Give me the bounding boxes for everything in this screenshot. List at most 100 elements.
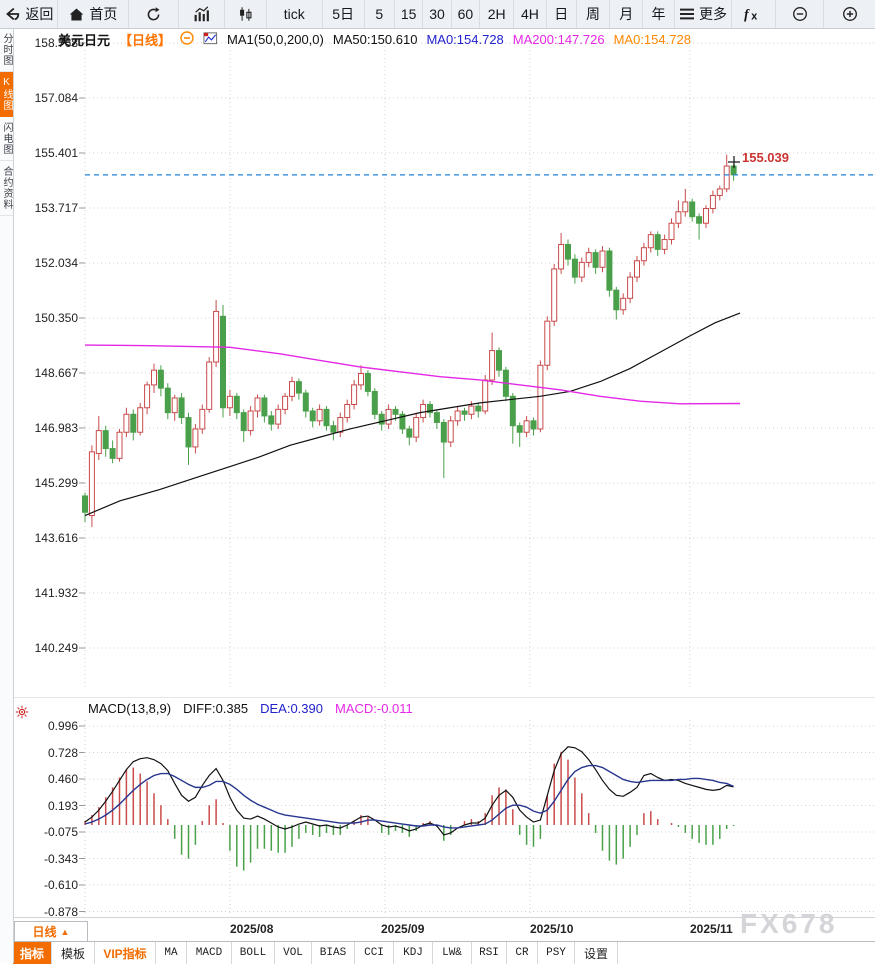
tab-boll[interactable]: BOLL <box>232 942 275 964</box>
macd-axis-label: 0.460 <box>47 772 78 786</box>
zoom-in-button[interactable] <box>824 0 875 28</box>
tab-settings[interactable]: 设置 <box>575 942 618 964</box>
toolbar-item-label: 60 <box>457 6 474 22</box>
macd-dea-value: DEA:0.390 <box>260 701 323 716</box>
indicator-tabbar: 指标 模板 VIP指标 MA MACD BOLL VOL BIAS CCI KDJ LW& RSI CR… <box>13 941 875 964</box>
bar-chart-button[interactable] <box>179 0 225 28</box>
period-selector-label: 日线 <box>32 925 57 939</box>
fx678-watermark: FX678 <box>740 908 838 939</box>
macd-axis-label: 0.728 <box>47 745 78 760</box>
interval-60m-button[interactable]: 60 <box>452 0 481 28</box>
more-button[interactable]: 更多 <box>675 0 733 28</box>
interval-year-button[interactable]: 年 <box>643 0 675 28</box>
sidebar-item-kline-chart[interactable]: K线图 <box>0 72 13 117</box>
period-selector[interactable]: 日线 ▲ <box>14 921 88 942</box>
price-axis-label: 153.717 <box>34 201 78 215</box>
menu-icon <box>679 7 695 21</box>
macd-hist-value: MACD:-0.011 <box>334 701 413 716</box>
macd-settings-icon[interactable] <box>14 704 30 725</box>
top-toolbar: 返回 首页 tick 5日 5 15 30 60 2H 4H 日周 月 年 更多 f x <box>0 0 875 29</box>
tab-psy[interactable]: PSY <box>538 942 575 964</box>
toolbar-item-label: 首页 <box>89 6 118 22</box>
x-axis-month-label: 2025/08 <box>230 922 274 936</box>
price-axis-label: 148.667 <box>34 366 78 380</box>
sidebar-item-time-chart[interactable]: 分时图 <box>0 28 13 72</box>
toolbar-item-label: 4H <box>520 6 539 22</box>
macd-axis-label: -0.075 <box>43 825 78 839</box>
svg-text:x: x <box>751 10 757 22</box>
collapse-indicator-icon[interactable] <box>180 31 194 48</box>
price-axis-label: 152.034 <box>34 256 78 270</box>
interval-tick-button[interactable]: tick <box>267 0 323 28</box>
symbol-name: 美元日元 <box>58 33 111 48</box>
main-chart-svg[interactable] <box>0 28 875 695</box>
zoom-out-icon <box>791 5 809 23</box>
interval-day-button[interactable]: 日 <box>547 0 577 28</box>
chart-type-sidebar: 分时图 K线图 闪电图 合约资料 <box>0 28 14 963</box>
toolbar-item-label: 周 <box>585 6 600 22</box>
toolbar-item-label: 更多 <box>698 6 727 22</box>
macd-diff-line <box>84 746 734 836</box>
toolbar-item-label: 2H <box>487 6 506 22</box>
zoom-out-button[interactable] <box>776 0 825 28</box>
price-axis-label: 157.084 <box>34 91 78 105</box>
ma50-value: MA50:150.610 <box>332 32 418 47</box>
home-icon <box>68 6 85 23</box>
interval-15m-button[interactable]: 15 <box>395 0 424 28</box>
interval-week-button[interactable]: 周 <box>577 0 611 28</box>
chart-header: 美元日元 【日线】 MA1(50,0,200,0) MA50:150.610 M… <box>58 30 691 49</box>
ma-settings-icon[interactable] <box>203 31 218 49</box>
interval-month-button[interactable]: 月 <box>610 0 644 28</box>
back-icon <box>3 5 21 23</box>
candle-chart-button[interactable] <box>225 0 267 28</box>
tab-kdj[interactable]: KDJ <box>394 942 433 964</box>
sidebar-item-lightning-chart[interactable]: 闪电图 <box>0 117 13 161</box>
tab-lwr[interactable]: LW& <box>433 942 472 964</box>
panel-divider <box>13 697 875 698</box>
last-price-tag: 155.039 <box>742 150 789 165</box>
tab-bias[interactable]: BIAS <box>312 942 355 964</box>
tab-template[interactable]: 模板 <box>52 942 95 964</box>
macd-header: MACD(13,8,9) DIFF:0.385 DEA:0.390 MACD:-… <box>88 701 413 716</box>
interval-5m-button[interactable]: 5 <box>365 0 395 28</box>
tab-macd[interactable]: MACD <box>187 942 232 964</box>
toolbar-item-label: 5 <box>375 6 384 22</box>
chevron-up-icon: ▲ <box>60 926 70 937</box>
tab-indicator[interactable]: 指标 <box>13 942 52 964</box>
toolbar-item-label: tick <box>283 6 305 22</box>
x-axis-month-label: 2025/11 <box>690 922 733 936</box>
toolbar-item-label: 5日 <box>332 6 355 22</box>
ma50-line <box>84 312 741 517</box>
macd-dea-line <box>84 764 734 829</box>
price-axis-label: 140.249 <box>34 641 78 655</box>
macd-params: MACD(13,8,9) <box>88 701 172 716</box>
tab-cci[interactable]: CCI <box>355 942 394 964</box>
tab-rsi[interactable]: RSI <box>472 942 507 964</box>
interval-4h-button[interactable]: 4H <box>514 0 547 28</box>
interval-2h-button[interactable]: 2H <box>480 0 515 28</box>
home-button[interactable]: 首页 <box>58 0 130 28</box>
sidebar-item-contract-info[interactable]: 合约资料 <box>0 161 13 216</box>
macd-chart-svg[interactable] <box>0 700 875 918</box>
tab-cr[interactable]: CR <box>507 942 538 964</box>
macd-axis-label: 0.193 <box>47 798 78 813</box>
candles-icon <box>237 5 254 23</box>
interval-30m-button[interactable]: 30 <box>423 0 452 28</box>
refresh-button[interactable] <box>129 0 179 28</box>
macd-histogram <box>84 751 735 871</box>
x-axis-strip: 日线 ▲ 2025/08 2025/09 2025/10 2025/11 <box>13 918 875 942</box>
macd-axis-label: -0.878 <box>43 904 78 919</box>
tab-vip-indicator[interactable]: VIP指标 <box>95 942 156 964</box>
tab-vol[interactable]: VOL <box>275 942 312 964</box>
ma200-line <box>84 344 741 405</box>
interval-5d-button[interactable]: 5日 <box>323 0 365 28</box>
price-axis-label: 143.616 <box>34 531 78 545</box>
price-axis-label: 145.299 <box>34 476 78 490</box>
x-axis-month-label: 2025/10 <box>530 922 574 936</box>
toolbar-item-label: 日 <box>554 6 569 22</box>
toolbar-item-label: 返回 <box>25 6 54 22</box>
tab-ma[interactable]: MA <box>156 942 187 964</box>
price-axis-label: 155.401 <box>34 146 78 160</box>
back-button[interactable]: 返回 <box>0 0 58 28</box>
